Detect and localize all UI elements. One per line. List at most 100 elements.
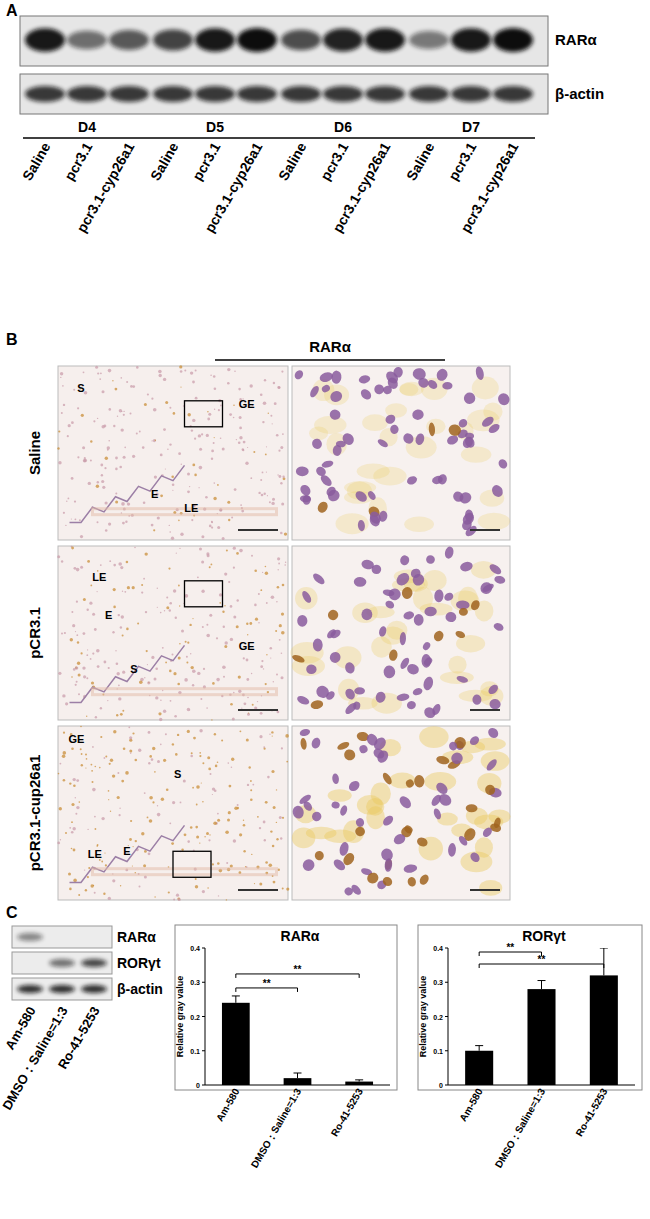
blot-label: RARα	[117, 929, 156, 945]
texture-dot	[243, 850, 245, 852]
texture-dot	[249, 622, 252, 625]
texture-dot	[208, 413, 211, 416]
texture-dot	[121, 502, 125, 506]
nucleus	[468, 734, 481, 746]
texture-dot	[165, 733, 167, 735]
texture-dot	[230, 703, 233, 706]
texture-dot	[115, 500, 118, 503]
nucleus	[397, 794, 413, 810]
texture-dot	[255, 618, 258, 621]
texture-dot	[127, 586, 130, 589]
texture-dot	[186, 656, 188, 658]
texture-dot	[149, 796, 153, 800]
panel-label: A	[6, 2, 18, 19]
nucleus	[407, 876, 417, 887]
nucleus	[384, 413, 397, 426]
texture-dot	[75, 666, 78, 669]
nucleus	[430, 793, 443, 808]
x-tick-label: Am-580	[214, 1086, 242, 1123]
texture-dot	[121, 615, 124, 618]
texture-dot	[209, 834, 210, 835]
texture-dot	[228, 519, 230, 521]
texture-dot	[246, 678, 249, 681]
texture-dot	[263, 746, 265, 748]
texture-dot	[83, 371, 85, 373]
texture-dot	[181, 464, 182, 465]
nucleus	[414, 432, 425, 445]
texture-dot	[97, 481, 99, 483]
nucleus	[300, 738, 307, 750]
texture-dot	[105, 457, 108, 460]
texture-dot	[189, 624, 191, 626]
texture-dot	[211, 521, 213, 523]
texture-dot	[286, 761, 288, 763]
texture-dot	[164, 610, 165, 611]
texture-dot	[227, 501, 230, 504]
nucleus	[426, 378, 439, 391]
y-tick	[202, 1050, 205, 1051]
texture-dot	[244, 702, 247, 705]
texture-dot	[87, 560, 90, 563]
panel-label: C	[6, 904, 18, 921]
nucleus	[319, 473, 334, 488]
texture-dot	[267, 495, 268, 496]
texture-dot	[107, 700, 108, 701]
cytoplasm-stain	[479, 880, 502, 896]
texture-dot	[76, 681, 78, 683]
texture-dot	[121, 780, 124, 783]
nucleus	[472, 694, 482, 705]
blot-label: RORγt	[117, 955, 161, 971]
texture-dot	[138, 749, 141, 752]
texture-dot	[95, 366, 98, 369]
nucleus	[353, 701, 361, 710]
nucleus	[402, 587, 413, 599]
image-frame	[58, 726, 288, 900]
texture-dot	[129, 750, 132, 753]
texture-dot	[65, 702, 68, 705]
cytoplasm-stain	[478, 513, 510, 530]
texture-dot	[191, 519, 193, 521]
texture-dot	[109, 763, 111, 765]
nucleus	[431, 475, 444, 486]
texture-dot	[258, 492, 260, 494]
texture-dot	[285, 562, 286, 563]
texture-dot	[195, 878, 197, 880]
y-tick	[445, 1050, 448, 1051]
nucleus	[485, 757, 499, 772]
texture-dot	[199, 448, 202, 451]
texture-dot	[143, 578, 145, 580]
texture-dot	[60, 839, 61, 840]
texture-dot	[57, 447, 59, 449]
texture-dot	[203, 668, 205, 670]
nucleus	[394, 571, 412, 589]
nucleus	[480, 415, 495, 429]
nucleus	[291, 653, 306, 664]
texture-dot	[151, 524, 154, 527]
nucleus	[399, 555, 410, 566]
texture-dot	[157, 813, 161, 817]
region-label: LE	[184, 502, 198, 514]
region-label: GE	[68, 733, 84, 745]
texture-dot	[262, 421, 264, 423]
texture-dot	[266, 472, 267, 473]
blot-band	[109, 86, 149, 102]
texture-dot	[196, 785, 200, 789]
texture-dot	[180, 802, 182, 804]
nucleus	[432, 629, 445, 643]
texture-dot	[234, 371, 236, 373]
group-label: D5	[206, 119, 224, 135]
texture-dot	[84, 459, 88, 463]
scale-bar	[238, 709, 278, 711]
texture-dot	[258, 593, 260, 595]
texture-dot	[122, 635, 124, 637]
texture-dot	[282, 476, 284, 478]
texture-dot	[76, 779, 79, 782]
nucleus	[310, 699, 324, 710]
blot-band	[25, 86, 65, 102]
texture-dot	[209, 614, 212, 617]
texture-dot	[199, 466, 203, 470]
texture-dot	[250, 384, 253, 387]
texture-dot	[115, 650, 116, 651]
texture-dot	[268, 413, 269, 414]
texture-dot	[178, 656, 181, 659]
